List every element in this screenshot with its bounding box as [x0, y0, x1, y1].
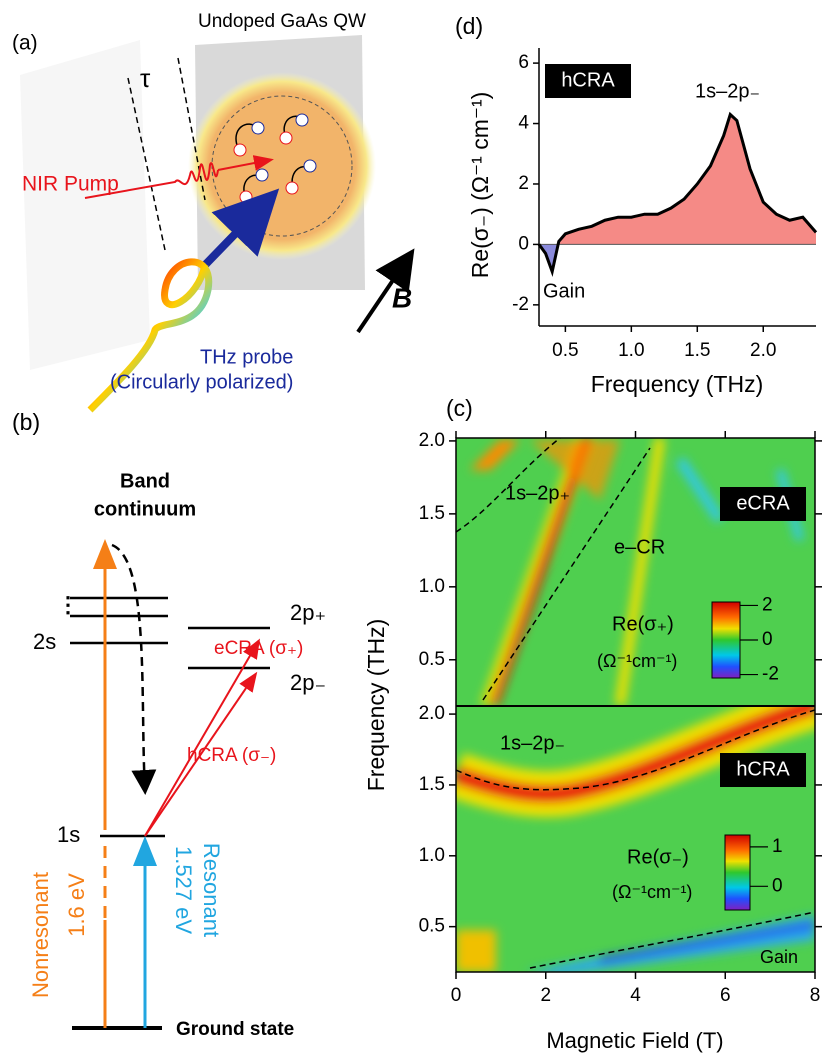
y-tick-label: -2 [512, 294, 529, 315]
y-tick-label: 1.0 [419, 576, 445, 597]
x-tick-label: 1.5 [684, 340, 710, 361]
chart-title: hCRA [561, 69, 615, 91]
x-axis-label: Magnetic Field (T) [546, 1028, 723, 1053]
x-tick-label: 4 [630, 985, 641, 1006]
y-tick-label: 1.5 [419, 774, 445, 795]
title-box [720, 487, 806, 521]
heatmap-title: eCRA [736, 492, 790, 514]
x-axis-label: Frequency (THz) [591, 371, 764, 397]
level-label: 2s [33, 629, 56, 654]
line [537, 111, 818, 277]
dots: ⋮ [57, 592, 79, 617]
colorbar-unit: (Ω⁻¹cm⁻¹) [612, 882, 692, 902]
y-tick-label: 0 [518, 233, 529, 254]
colorbar-top [711, 601, 741, 679]
panel-label: (c) [446, 395, 473, 421]
panel-label: (b) [12, 409, 40, 435]
heatmap-top [456, 438, 815, 705]
continuum-label: continuum [94, 498, 196, 520]
y-tick-label: 1.0 [419, 845, 445, 866]
pump-energy: 1.527 eV [171, 846, 196, 934]
level-label: 1s [57, 822, 80, 847]
colorbar-tick-label: -2 [762, 664, 779, 685]
x-tick-label: 0 [451, 985, 462, 1006]
colorbar-tick-label: 0 [762, 629, 773, 650]
panel-b-drawing [70, 539, 270, 1030]
annotation: Gain [760, 947, 798, 967]
continuum-label: Band [120, 470, 170, 492]
panel-label: (d) [455, 13, 483, 39]
annotation: e–CR [614, 536, 665, 558]
level-label: 2p₋ [290, 670, 326, 695]
area-positive [539, 114, 816, 245]
y-tick-label: 6 [518, 52, 529, 73]
transition-label: eCRA (σ₊) [214, 638, 303, 659]
probe-note: (Circularly polarized) [110, 371, 293, 393]
texts: (a) Undoped GaAs QW τ NIR Pump B THz pro… [12, 11, 798, 1053]
colorbar-label: Re(σ₋) [627, 846, 689, 868]
colorbar-tick-label: 1 [772, 836, 783, 857]
x-tick-label: 2 [540, 985, 551, 1006]
pump-energy: 1.6 eV [64, 873, 89, 937]
colorbar-label: Re(σ₊) [612, 613, 674, 635]
title-box [545, 64, 631, 98]
sample-label: Undoped GaAs QW [198, 11, 366, 32]
colorbar-tick-label: 0 [772, 875, 783, 896]
y-axis-label: Frequency (THz) [363, 619, 389, 792]
colorbar-bottom [724, 834, 751, 911]
y-tick-label: 1.5 [419, 503, 445, 524]
y-tick-label: 2.0 [419, 703, 445, 724]
delay-label: τ [140, 63, 151, 93]
panel-a-drawing [20, 35, 415, 413]
ground-label: Ground state [176, 1019, 294, 1040]
colorbar-unit: (Ω⁻¹cm⁻¹) [597, 651, 677, 671]
y-tick-label: 4 [518, 113, 529, 134]
x-tick-label: 1.0 [618, 340, 644, 361]
area-negative [539, 244, 559, 272]
pump-label: NIR Pump [22, 173, 119, 196]
title-box [720, 753, 806, 787]
y-axis-label: Re(σ₋) (Ω⁻¹ cm⁻¹) [467, 92, 493, 279]
field-label: B [392, 282, 412, 313]
level-label: 2p₊ [290, 600, 326, 625]
colorbar-tick-label: 2 [762, 594, 773, 615]
x-tick-label: 0.5 [552, 340, 578, 361]
pump-energy: Nonresonant [28, 872, 53, 998]
annotation: 1s–2p₊ [505, 482, 570, 504]
x-tick-label: 2.0 [750, 340, 776, 361]
x-tick-label: 8 [810, 985, 821, 1006]
y-tick-label: 2 [518, 173, 529, 194]
gain-label: Gain [543, 280, 585, 302]
x-tick-label: 6 [720, 985, 731, 1006]
probe-label: THz probe [200, 346, 293, 368]
transition-label: hCRA (σ₋) [187, 745, 276, 766]
y-tick-label: 2.0 [419, 430, 445, 451]
annotation: 1s–2p₋ [695, 80, 760, 102]
panel-label: (a) [12, 32, 38, 55]
heatmap-title: hCRA [736, 758, 790, 780]
heatmap-bottom [456, 707, 815, 972]
pump-energy: Resonant [199, 843, 224, 937]
y-tick-label: 0.5 [419, 649, 445, 670]
y-tick-label: 0.5 [419, 916, 445, 937]
annotation: 1s–2p₋ [500, 732, 565, 754]
